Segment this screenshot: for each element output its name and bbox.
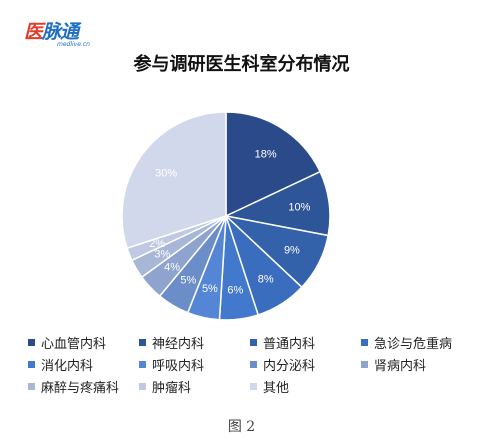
legend-swatch [139, 360, 146, 368]
legend-swatch [139, 382, 146, 390]
legend-label: 呼吸内科 [152, 358, 205, 374]
medlive-logo: 医脉通 medlive.cn [24, 22, 94, 48]
figure-caption: 图 2 [227, 419, 256, 435]
legend-item: 肿瘤科 [139, 377, 250, 396]
slice-data-label: 9% [284, 245, 300, 257]
legend-label: 神经内科 [152, 336, 205, 352]
legend-label: 其他 [263, 380, 290, 396]
legend-label: 消化内科 [41, 358, 94, 374]
slice-data-label: 5% [180, 275, 196, 287]
legend-item: 麻醉与疼痛科 [28, 377, 139, 396]
legend-swatch [139, 338, 146, 346]
legend-item: 神经内科 [139, 333, 250, 352]
pie-slice [121, 111, 227, 250]
slice-data-label: 10% [288, 202, 310, 214]
chart-legend: 心血管内科 神经内科 普通内科 急诊与危重病消化内科 呼吸内科 内分泌科 肾病内科麻醉与疼痛… [28, 333, 468, 396]
slice-data-label: 30% [155, 168, 177, 180]
legend-item: 普通内科 [250, 333, 361, 352]
logo-mark-rest: 脉通 [42, 21, 79, 43]
legend-item: 肾病内科 [361, 355, 472, 374]
legend-label: 心血管内科 [41, 336, 107, 352]
legend-item: 心血管内科 [28, 333, 139, 352]
slice-data-label: 3% [154, 249, 170, 261]
logo-mark: 医脉通 [24, 21, 79, 43]
legend-swatch [361, 360, 368, 368]
slice-data-label: 8% [258, 274, 274, 286]
legend-swatch [361, 338, 368, 346]
legend-label: 内分泌科 [263, 358, 316, 374]
slice-data-label: 6% [227, 284, 243, 296]
legend-label: 急诊与危重病 [374, 336, 453, 352]
legend-item: 消化内科 [28, 355, 139, 374]
pie-slice [225, 111, 322, 218]
logo-mark-first: 医 [24, 21, 43, 43]
slice-data-label: 4% [164, 262, 180, 274]
legend-swatch [250, 382, 257, 390]
slice-data-label: 5% [202, 283, 218, 295]
legend-item: 急诊与危重病 [361, 333, 472, 352]
legend-swatch [250, 360, 257, 368]
legend-label: 肾病内科 [374, 358, 427, 374]
legend-item: 内分泌科 [250, 355, 361, 374]
slice-data-label: 18% [255, 149, 277, 161]
legend-swatch [28, 382, 35, 390]
legend-swatch [28, 360, 35, 368]
legend-swatch [250, 338, 257, 346]
slice-data-label: 2% [149, 238, 165, 250]
legend-swatch [28, 338, 35, 346]
chart-title: 参与调研医生科室分布情况 [133, 54, 350, 75]
logo-subtitle: medlive.cn [57, 41, 90, 48]
legend-label: 麻醉与疼痛科 [41, 380, 120, 396]
legend-item: 呼吸内科 [139, 355, 250, 374]
legend-label: 肿瘤科 [152, 380, 192, 396]
legend-item: 其他 [250, 377, 361, 396]
legend-label: 普通内科 [263, 336, 316, 352]
